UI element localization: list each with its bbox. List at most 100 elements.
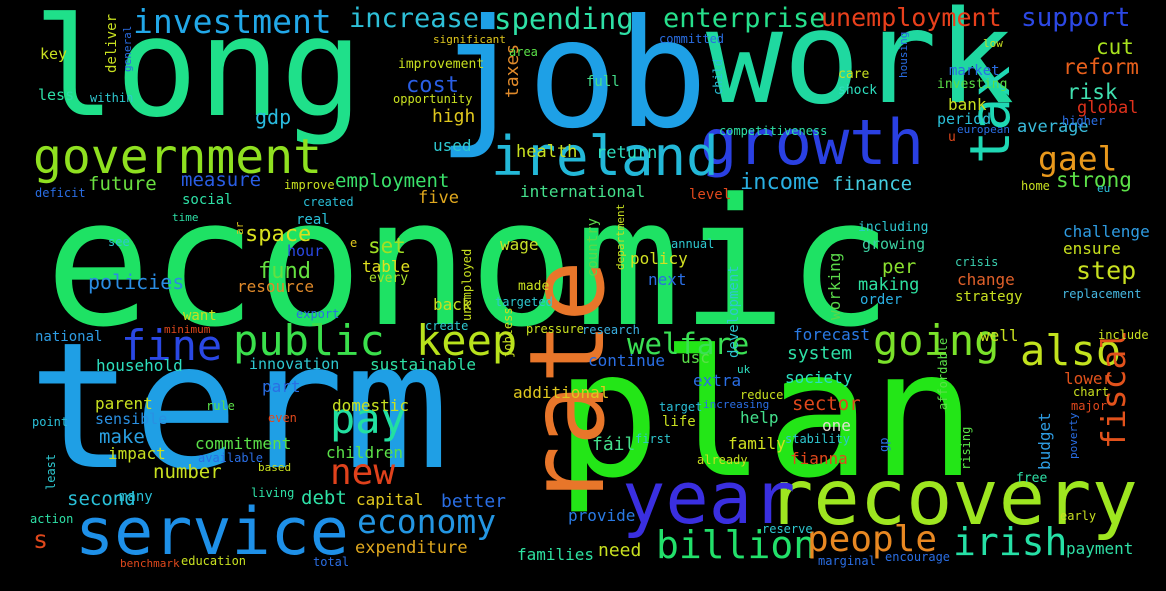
cloud-word-ireland: ireland bbox=[491, 125, 719, 188]
cloud-word-major: major bbox=[1071, 399, 1108, 413]
cloud-word-already: already bbox=[697, 453, 748, 467]
cloud-word-opportunity: opportunity bbox=[393, 92, 473, 106]
cloud-word-based: based bbox=[258, 461, 292, 474]
cloud-word-capital: capital bbox=[356, 490, 424, 509]
cloud-word-one: one bbox=[822, 416, 851, 435]
cloud-word-marginal: marginal bbox=[818, 554, 876, 568]
cloud-word-people: people bbox=[807, 519, 938, 560]
cloud-word-long: long bbox=[33, 0, 363, 148]
cloud-word-improvement: improvement bbox=[398, 57, 485, 72]
cloud-word-irish: irish bbox=[953, 520, 1068, 564]
cloud-word-cost: cost bbox=[406, 73, 459, 98]
cloud-word-finance: finance bbox=[832, 173, 913, 195]
cloud-word-fianna: fianna bbox=[790, 449, 848, 468]
cloud-word-back: back bbox=[433, 295, 472, 314]
cloud-word-additional: additional bbox=[513, 383, 610, 402]
cloud-word-income: income bbox=[740, 170, 820, 195]
cloud-word-better: better bbox=[441, 491, 507, 512]
cloud-word-growth: growth bbox=[700, 106, 924, 179]
cloud-word-education: education bbox=[181, 554, 247, 568]
cloud-word-extra: extra bbox=[693, 371, 742, 390]
cloud-word-crisis: crisis bbox=[955, 255, 999, 269]
cloud-word-health: health bbox=[516, 142, 578, 162]
cloud-word-commitment: commitment bbox=[195, 434, 292, 453]
cloud-word-create: create bbox=[425, 319, 469, 333]
cloud-word-eu: eu bbox=[1097, 182, 1111, 195]
cloud-word-uk: uk bbox=[737, 363, 751, 376]
cloud-word-home: home bbox=[1021, 179, 1050, 193]
cloud-word-country: country bbox=[585, 217, 601, 277]
cloud-word-work: work bbox=[706, 0, 1015, 133]
cloud-word-welfare: welfare bbox=[627, 327, 750, 361]
cloud-word-time: time bbox=[172, 211, 199, 224]
cloud-word-living: living bbox=[251, 486, 295, 500]
cloud-word-improve: improve bbox=[284, 178, 335, 192]
cloud-word-order: order bbox=[860, 292, 903, 308]
cloud-word-spending: spending bbox=[494, 2, 634, 36]
cloud-word-area: area bbox=[509, 45, 538, 59]
cloud-word-fund: fund bbox=[258, 259, 311, 284]
cloud-word-return: return bbox=[596, 143, 658, 163]
cloud-word-chart: chart bbox=[1073, 385, 1110, 399]
cloud-word-household: household bbox=[96, 356, 183, 375]
cloud-word-higher: higher bbox=[1062, 114, 1106, 128]
cloud-word-annual: annual bbox=[671, 237, 715, 251]
cloud-word-measure: measure bbox=[181, 169, 262, 191]
cloud-word-enterprise: enterprise bbox=[663, 3, 826, 34]
cloud-word-many: many bbox=[119, 489, 153, 505]
cloud-word-going: going bbox=[873, 316, 1000, 365]
cloud-word-european: european bbox=[957, 123, 1010, 136]
cloud-word-increase: increase bbox=[349, 3, 480, 34]
cloud-word-action: action bbox=[30, 512, 74, 526]
cloud-word-next: next bbox=[648, 270, 687, 289]
cloud-word-high: high bbox=[432, 106, 476, 127]
cloud-word-see: see bbox=[108, 235, 130, 249]
cloud-word-challenge: challenge bbox=[1063, 222, 1150, 241]
cloud-word-target: target bbox=[659, 400, 703, 414]
cloud-word-help: help bbox=[740, 408, 779, 427]
cloud-word-even: even bbox=[268, 411, 297, 425]
cloud-word-policies: policies bbox=[88, 270, 185, 294]
cloud-word-economy: economy bbox=[357, 502, 497, 541]
cloud-word-unemployment: unemployment bbox=[821, 3, 1002, 32]
cloud-word-second: second bbox=[67, 488, 136, 510]
cloud-word-children: children bbox=[326, 443, 404, 462]
cloud-word-government: government bbox=[33, 129, 322, 185]
cloud-word-pressure: pressure bbox=[526, 322, 584, 336]
cloud-word-new: new bbox=[330, 452, 396, 493]
cloud-word-include: include bbox=[1098, 328, 1149, 342]
cloud-word-pay: pay bbox=[330, 394, 406, 443]
cloud-word-sector: sector bbox=[792, 393, 861, 415]
cloud-word-national: national bbox=[35, 329, 103, 345]
cloud-word-deliver: deliver bbox=[104, 13, 120, 73]
cloud-word-least: least bbox=[44, 453, 58, 490]
cloud-word-innovation: innovation bbox=[249, 355, 340, 373]
cloud-word-available: available bbox=[198, 451, 264, 465]
cloud-word-make: make bbox=[99, 426, 145, 448]
cloud-word-international: international bbox=[520, 182, 646, 201]
cloud-word-e: e bbox=[350, 236, 358, 250]
cloud-word-space: space bbox=[245, 222, 312, 247]
cloud-word-term: term bbox=[28, 306, 450, 509]
cloud-word-made: made bbox=[518, 279, 550, 294]
cloud-word-continue: continue bbox=[588, 351, 666, 370]
cloud-word-increasing: increasing bbox=[703, 398, 770, 411]
cloud-word-period: period bbox=[937, 110, 992, 128]
cloud-word-fine: fine bbox=[121, 321, 223, 370]
cloud-word-research: research bbox=[582, 323, 640, 337]
cloud-word-forecast: forecast bbox=[793, 325, 871, 344]
cloud-word-keep: keep bbox=[416, 316, 518, 365]
cloud-word-gp: gp bbox=[877, 437, 891, 452]
cloud-word-first: first bbox=[635, 432, 672, 446]
cloud-word-resource: resource bbox=[237, 277, 315, 296]
cloud-word-family: family bbox=[728, 434, 786, 453]
cloud-word-hour: hour bbox=[287, 242, 324, 260]
cloud-word-recovery: recovery bbox=[767, 454, 1138, 543]
cloud-word-ar: ar bbox=[233, 221, 246, 235]
cloud-word-want: want bbox=[183, 308, 217, 324]
cloud-word-strong: strong bbox=[1056, 168, 1132, 192]
cloud-word-replacement: replacement bbox=[1062, 287, 1142, 301]
cloud-word-department: department bbox=[614, 203, 627, 270]
cloud-word-care: care bbox=[838, 67, 870, 82]
cloud-word-child: child bbox=[711, 58, 725, 95]
